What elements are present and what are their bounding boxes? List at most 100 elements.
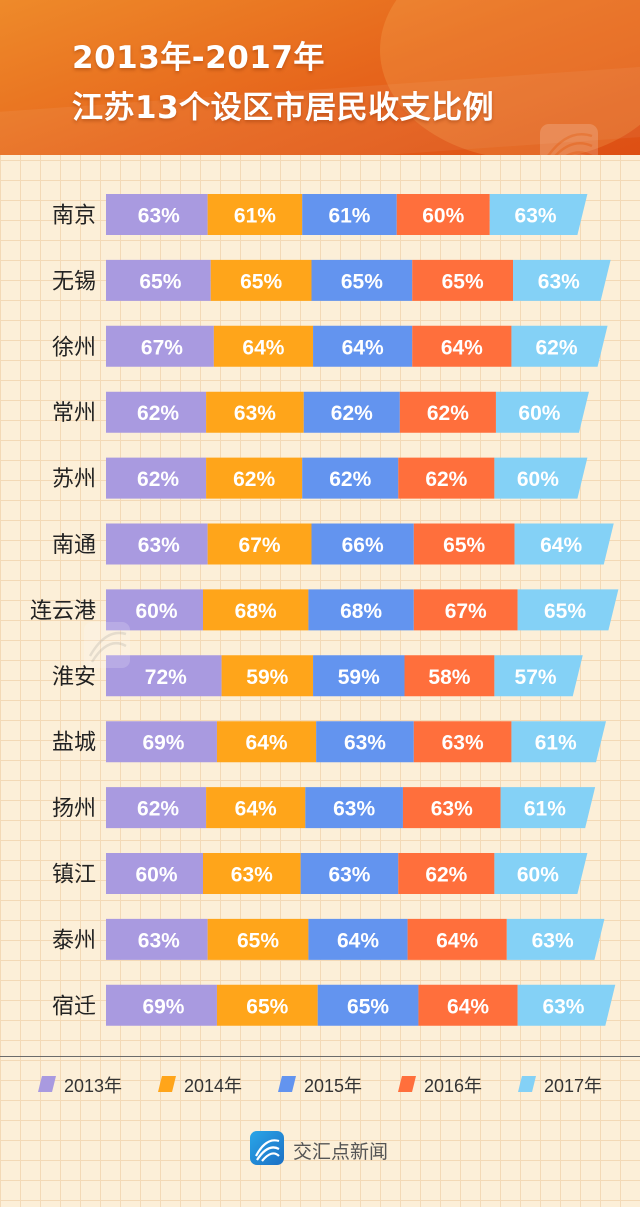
bar-segment-2015年	[317, 984, 419, 1026]
data-label: 61%	[234, 205, 276, 228]
bar-segment-2015年	[311, 259, 413, 301]
bar-segment-2016年	[412, 325, 512, 367]
data-label: 65%	[139, 270, 181, 293]
bar-segment-2017年	[506, 918, 605, 960]
legend-label: 2016年	[424, 1076, 483, 1096]
page-title: 2013年-2017年	[72, 40, 325, 76]
bar-segment-2015年	[313, 655, 405, 697]
row-label: 淮安	[52, 665, 96, 690]
data-label: 65%	[544, 600, 586, 623]
bar-segment-2013年	[106, 984, 217, 1026]
data-label: 61%	[524, 798, 566, 821]
data-label: 62%	[425, 864, 467, 887]
row-label: 镇江	[52, 863, 96, 888]
data-label: 60%	[518, 402, 560, 425]
data-label: 63%	[231, 864, 273, 887]
data-label: 72%	[145, 666, 187, 689]
data-label: 62%	[137, 402, 179, 425]
row-label: 扬州	[52, 797, 96, 822]
bar-segment-2013年	[106, 918, 208, 960]
data-label: 63%	[234, 402, 276, 425]
data-label: 64%	[235, 798, 277, 821]
row-label: 连云港	[30, 599, 96, 624]
bar-segment-2015年	[303, 391, 400, 433]
data-label: 63%	[442, 732, 484, 755]
data-label: 65%	[442, 270, 484, 293]
bar-segment-2017年	[500, 787, 596, 829]
bar-segment-2014年	[206, 787, 306, 829]
data-label: 59%	[246, 666, 288, 689]
data-label: 60%	[517, 468, 559, 491]
bar-segment-2016年	[413, 523, 515, 565]
data-label: 63%	[138, 205, 180, 228]
bar-segment-2016年	[402, 787, 501, 829]
bar-segment-2017年	[514, 523, 614, 565]
data-label: 57%	[515, 666, 557, 689]
data-label: 65%	[246, 995, 288, 1018]
data-label: 62%	[427, 402, 469, 425]
row-label: 常州	[52, 401, 96, 426]
data-label: 63%	[542, 995, 584, 1018]
bar-segment-2016年	[413, 589, 518, 631]
data-label: 65%	[341, 270, 383, 293]
bar-segment-2013年	[106, 325, 214, 367]
data-label: 61%	[535, 732, 577, 755]
bar-segment-2015年	[313, 325, 413, 367]
row-label: 无锡	[52, 269, 96, 294]
bar-segment-2017年	[495, 391, 589, 433]
brand-name: 交汇点新闻	[293, 1141, 389, 1163]
data-label: 59%	[338, 666, 380, 689]
bar-segment-2016年	[396, 194, 490, 235]
data-label: 62%	[425, 468, 467, 491]
bar-segment-2013年	[106, 589, 203, 631]
bar-segment-2017年	[517, 589, 619, 631]
data-label: 64%	[540, 534, 582, 557]
data-label: 63%	[138, 929, 180, 952]
watermark-icon	[540, 124, 598, 155]
data-label: 67%	[141, 336, 183, 359]
bar-segment-2014年	[206, 457, 303, 499]
page-subtitle: 江苏13个设区市居民收支比例	[72, 90, 495, 126]
bar-segment-2016年	[413, 721, 512, 763]
bar-segment-2013年	[106, 787, 207, 829]
data-label: 66%	[342, 534, 384, 557]
row-label: 南京	[52, 204, 96, 229]
data-label: 63%	[333, 798, 375, 821]
data-label: 65%	[237, 929, 279, 952]
data-label: 69%	[142, 732, 184, 755]
bar-segment-2017年	[511, 721, 606, 763]
data-label: 67%	[445, 600, 487, 623]
row-label: 苏州	[52, 467, 96, 492]
data-label: 61%	[328, 205, 370, 228]
bar-segment-2013年	[106, 259, 211, 301]
bar-segment-2014年	[207, 918, 309, 960]
data-label: 67%	[239, 534, 281, 557]
bar-segment-2017年	[494, 655, 583, 697]
data-label: 64%	[246, 732, 288, 755]
bar-segment-2016年	[398, 853, 495, 894]
watermark-icon	[84, 622, 130, 668]
data-label: 60%	[422, 205, 464, 228]
data-label: 63%	[538, 270, 580, 293]
bar-segment-2015年	[305, 787, 403, 829]
data-label: 64%	[242, 336, 284, 359]
bar-segment-2013年	[106, 523, 208, 565]
bar-segment-2015年	[308, 918, 408, 960]
data-label: 62%	[331, 402, 373, 425]
data-label: 60%	[517, 864, 559, 887]
bar-segment-2013年	[106, 391, 207, 433]
data-label: 63%	[532, 929, 574, 952]
bar-segment-2015年	[316, 721, 414, 763]
data-label: 65%	[443, 534, 485, 557]
bar-segment-2016年	[418, 984, 518, 1026]
bar-segment-2014年	[221, 655, 314, 697]
data-label: 63%	[138, 534, 180, 557]
bar-segment-2015年	[308, 589, 414, 631]
data-label: 60%	[135, 600, 177, 623]
data-label: 62%	[137, 468, 179, 491]
bar-segment-2013年	[106, 853, 203, 894]
jiaohuidian-logo-icon	[250, 1131, 284, 1165]
data-label: 62%	[233, 468, 275, 491]
data-label: 63%	[328, 864, 370, 887]
bar-segment-2014年	[213, 325, 314, 367]
